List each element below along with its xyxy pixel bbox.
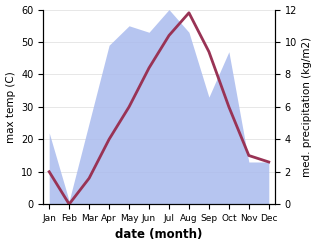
X-axis label: date (month): date (month) <box>115 228 203 242</box>
Y-axis label: med. precipitation (kg/m2): med. precipitation (kg/m2) <box>302 37 313 177</box>
Y-axis label: max temp (C): max temp (C) <box>5 71 16 143</box>
